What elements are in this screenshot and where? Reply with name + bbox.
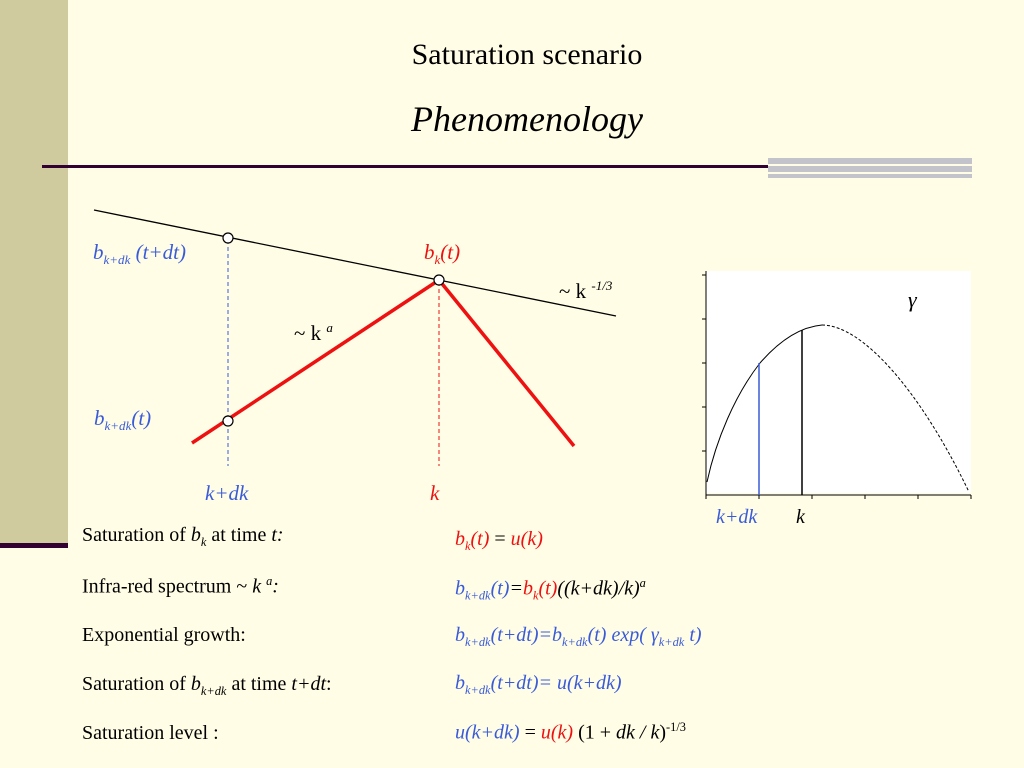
eq-right-exponential-growth: bk+dk(t+dt)=bk+dk(t) exp( γk+dk t): [455, 624, 702, 649]
spectrum-falling-line: [437, 278, 576, 448]
eq-left-infrared-spectrum: Infra-red spectrum ~ k a:: [82, 574, 279, 598]
label-slope-k-minus-third: ~ k -1/3: [559, 278, 613, 303]
header-accent-bar: [768, 158, 972, 178]
eq-left-exponential-growth: Exponential growth:: [82, 624, 246, 646]
spectrum-rising-line: [191, 278, 440, 445]
page-subtitle: Phenomenology: [411, 99, 643, 139]
eq-left-saturation-level: Saturation level :: [82, 722, 219, 744]
growth-curve-dashed: [821, 324, 970, 493]
label-b-k-dk-t: bk+dk(t): [94, 406, 152, 434]
axis-label-k-dk: k+dk: [205, 481, 249, 505]
inset-gamma-label: γ: [908, 287, 917, 312]
eq-right-saturation-bk: bk(t) = u(k): [455, 528, 543, 553]
marker-b-k-dk-t-dt: [222, 232, 234, 244]
page-title: Saturation scenario: [411, 38, 643, 71]
sidebar-base-rule: [0, 543, 68, 548]
label-b-k-dk-t-dt: bk+dk (t+dt): [93, 240, 186, 268]
growth-curve-solid: [706, 324, 823, 483]
eq-left-saturation-bk: Saturation of bk at time t:: [82, 524, 284, 549]
saturation-line: [93, 209, 617, 317]
eq-right-infrared-spectrum: bk+dk(t)=bk(t)((k+dk)/k)a: [455, 576, 646, 603]
label-slope-k-a: ~ k a: [294, 320, 333, 345]
header-rule: [42, 165, 972, 168]
sidebar-decoration: [0, 0, 68, 545]
label-b-k-t: bk(t): [424, 240, 461, 268]
marker-b-k: [433, 274, 445, 286]
inset-x-label-k: k: [796, 506, 805, 528]
axis-label-k: k: [430, 481, 440, 505]
inset-frame: [706, 271, 971, 493]
marker-b-k-dk-t: [222, 415, 234, 427]
eq-left-saturation-bkdk: Saturation of bk+dk at time t+dt:: [82, 673, 332, 698]
eq-right-saturation-level: u(k+dk) = u(k) (1 + dk / k)-1/3: [455, 720, 686, 744]
eq-right-saturation-bkdk: bk+dk(t+dt)= u(k+dk): [455, 672, 622, 697]
inset-x-label-k-dk: k+dk: [716, 506, 758, 528]
